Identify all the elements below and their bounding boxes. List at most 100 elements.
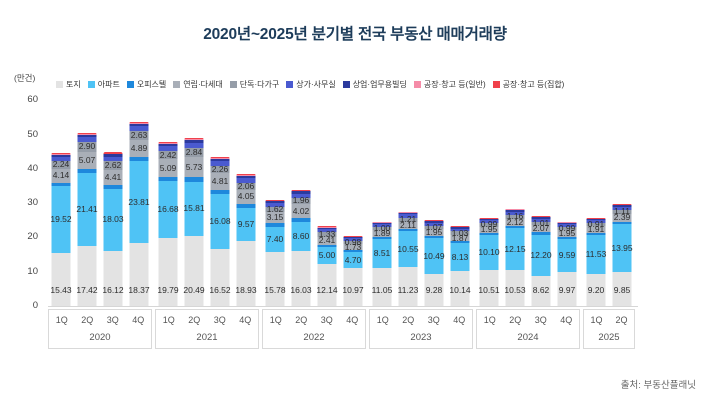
legend-swatch-icon (286, 81, 294, 88)
value-label-단독·다가구: 1.00 (373, 223, 391, 234)
legend-item-3: 오피스텔 (126, 79, 166, 90)
segment-상업·업무용빌딩 (129, 124, 149, 127)
value-label-연립·다세대: 2.39 (613, 212, 631, 223)
segment-연립·다세대 (77, 151, 97, 170)
stacked-bar: 17.42 21.41 5.07 2.90 (76, 132, 98, 306)
segment-공장·창고 등(집합) (291, 189, 311, 191)
segment-아파트 (479, 235, 499, 270)
segment-연립·다세대 (372, 230, 392, 237)
segment-연립·다세대 (184, 157, 204, 178)
value-label-단독·다가구: 2.06 (237, 180, 255, 191)
quarter-label-2020-2Q: 2Q (81, 315, 94, 325)
stacked-bar: 11.05 8.51 1.89 1.00 (371, 221, 393, 306)
bar-2020-3Q: 16.12 18.03 4.41 2.62 (100, 100, 126, 306)
segment-상업·업무용빌딩 (450, 227, 470, 229)
stacked-bar: 10.97 4.70 1.73 0.98 (342, 236, 364, 306)
quarter-label-2024-1Q: 1Q (483, 315, 496, 325)
segment-오피스텔 (450, 241, 470, 244)
segment-공장·창고 등(집합) (77, 132, 97, 134)
stacked-bar: 16.12 18.03 4.41 2.62 (102, 152, 124, 306)
value-label-아파트: 19.52 (50, 214, 72, 225)
segment-공장·창고 등(일반) (129, 123, 149, 125)
segment-상업·업무용빌딩 (372, 222, 392, 225)
segment-아파트 (343, 252, 363, 269)
segment-공장·창고 등(집합) (450, 226, 470, 227)
year-label-2023: 2023 (410, 332, 432, 343)
value-label-연립·다세대: 1.87 (451, 232, 469, 243)
bar-2023-1Q: 11.05 8.51 1.89 1.00 (369, 100, 395, 306)
value-label-단독·다가구: 0.98 (344, 237, 362, 248)
value-label-토지: 9.20 (587, 284, 605, 295)
segment-공장·창고 등(일반) (184, 139, 204, 141)
legend-label: 상업·업무용빌딩 (352, 80, 407, 89)
value-label-토지: 9.97 (558, 284, 576, 295)
stacked-bar: 10.53 12.15 2.12 1.16 (504, 208, 526, 306)
segment-단독·다가구 (184, 147, 204, 158)
quarter-label-2023-1Q: 1Q (376, 315, 389, 325)
segment-공장·창고 등(일반) (424, 220, 444, 222)
segment-상업·업무용빌딩 (184, 140, 204, 143)
segment-공장·창고 등(일반) (236, 174, 256, 176)
value-label-아파트: 5.00 (318, 250, 336, 261)
segment-상업·업무용빌딩 (236, 175, 256, 178)
segment-오피스텔 (505, 225, 525, 229)
segment-연립·다세대 (505, 218, 525, 226)
segment-단독·다가구 (479, 223, 499, 227)
value-label-토지: 18.93 (235, 284, 257, 295)
segment-상가·사무실 (291, 193, 311, 198)
value-label-토지: 10.53 (504, 284, 526, 295)
value-label-토지: 10.14 (449, 284, 471, 295)
value-label-연립·다세대: 4.14 (52, 170, 70, 181)
value-label-토지: 11.23 (397, 284, 419, 295)
value-label-토지: 19.79 (157, 284, 179, 295)
value-label-토지: 11.05 (371, 284, 393, 295)
value-label-단독·다가구: 2.90 (78, 141, 96, 152)
value-label-연립·다세대: 4.41 (104, 172, 122, 183)
year-group-2022: 15.78 7.40 3.15 1.62 16.03 8.60 4.02 1.96 12.14 5… (262, 100, 366, 306)
segment-오피스텔 (372, 236, 392, 239)
segment-연립·다세대 (51, 168, 71, 183)
segment-오피스텔 (210, 189, 230, 195)
stacked-bar: 15.78 7.40 3.15 1.62 (264, 199, 286, 306)
segment-토지 (450, 271, 470, 306)
segment-상가·사무실 (184, 142, 204, 148)
segment-토지 (479, 269, 499, 306)
stacked-bar: 9.97 9.59 1.95 0.99 (557, 221, 577, 306)
bar-2024-4Q: 9.97 9.59 1.95 0.99 (554, 100, 580, 306)
segment-상업·업무용빌딩 (586, 219, 606, 221)
value-label-토지: 17.42 (76, 284, 98, 295)
legend-label: 단독·다가구 (239, 80, 280, 89)
quarter-label-2021-1Q: 1Q (162, 315, 175, 325)
y-tick-0: 0 (32, 300, 38, 311)
segment-토지 (158, 238, 178, 306)
quarter-label-2021-3Q: 3Q (213, 315, 226, 325)
value-label-단독·다가구: 1.03 (451, 227, 469, 238)
segment-상업·업무용빌딩 (343, 237, 363, 239)
segment-공장·창고 등(일반) (210, 157, 230, 159)
segment-오피스텔 (586, 232, 606, 235)
segment-상가·사무실 (398, 214, 418, 218)
segment-오피스텔 (77, 169, 97, 173)
segment-토지 (103, 250, 123, 306)
value-label-단독·다가구: 2.24 (52, 159, 70, 170)
bar-2020-4Q: 18.37 23.81 4.89 2.63 (126, 100, 152, 306)
segment-단독·다가구 (450, 231, 470, 235)
segment-상업·업무용빌딩 (103, 154, 123, 157)
value-label-연립·다세대: 5.09 (159, 162, 177, 173)
segment-오피스텔 (184, 177, 204, 182)
value-label-연립·다세대: 4.02 (292, 205, 310, 216)
value-label-단독·다가구: 1.07 (425, 221, 443, 232)
segment-상가·사무실 (265, 202, 285, 207)
value-label-아파트: 18.03 (102, 214, 124, 225)
value-label-아파트: 15.81 (183, 203, 205, 214)
segment-상업·업무용빌딩 (424, 221, 444, 223)
segment-상가·사무실 (479, 220, 499, 224)
segment-오피스텔 (612, 221, 632, 225)
bar-2024-2Q: 10.53 12.15 2.12 1.16 (502, 100, 528, 306)
segment-상업·업무용빌딩 (398, 212, 418, 215)
segment-상업·업무용빌딩 (317, 227, 337, 229)
bar-2021-4Q: 18.93 9.57 4.05 2.06 (233, 100, 259, 306)
segment-공장·창고 등(집합) (51, 152, 71, 154)
value-label-토지: 16.03 (290, 284, 312, 295)
x-axis-box-2025: 1Q 2Q 2025 (583, 309, 635, 349)
